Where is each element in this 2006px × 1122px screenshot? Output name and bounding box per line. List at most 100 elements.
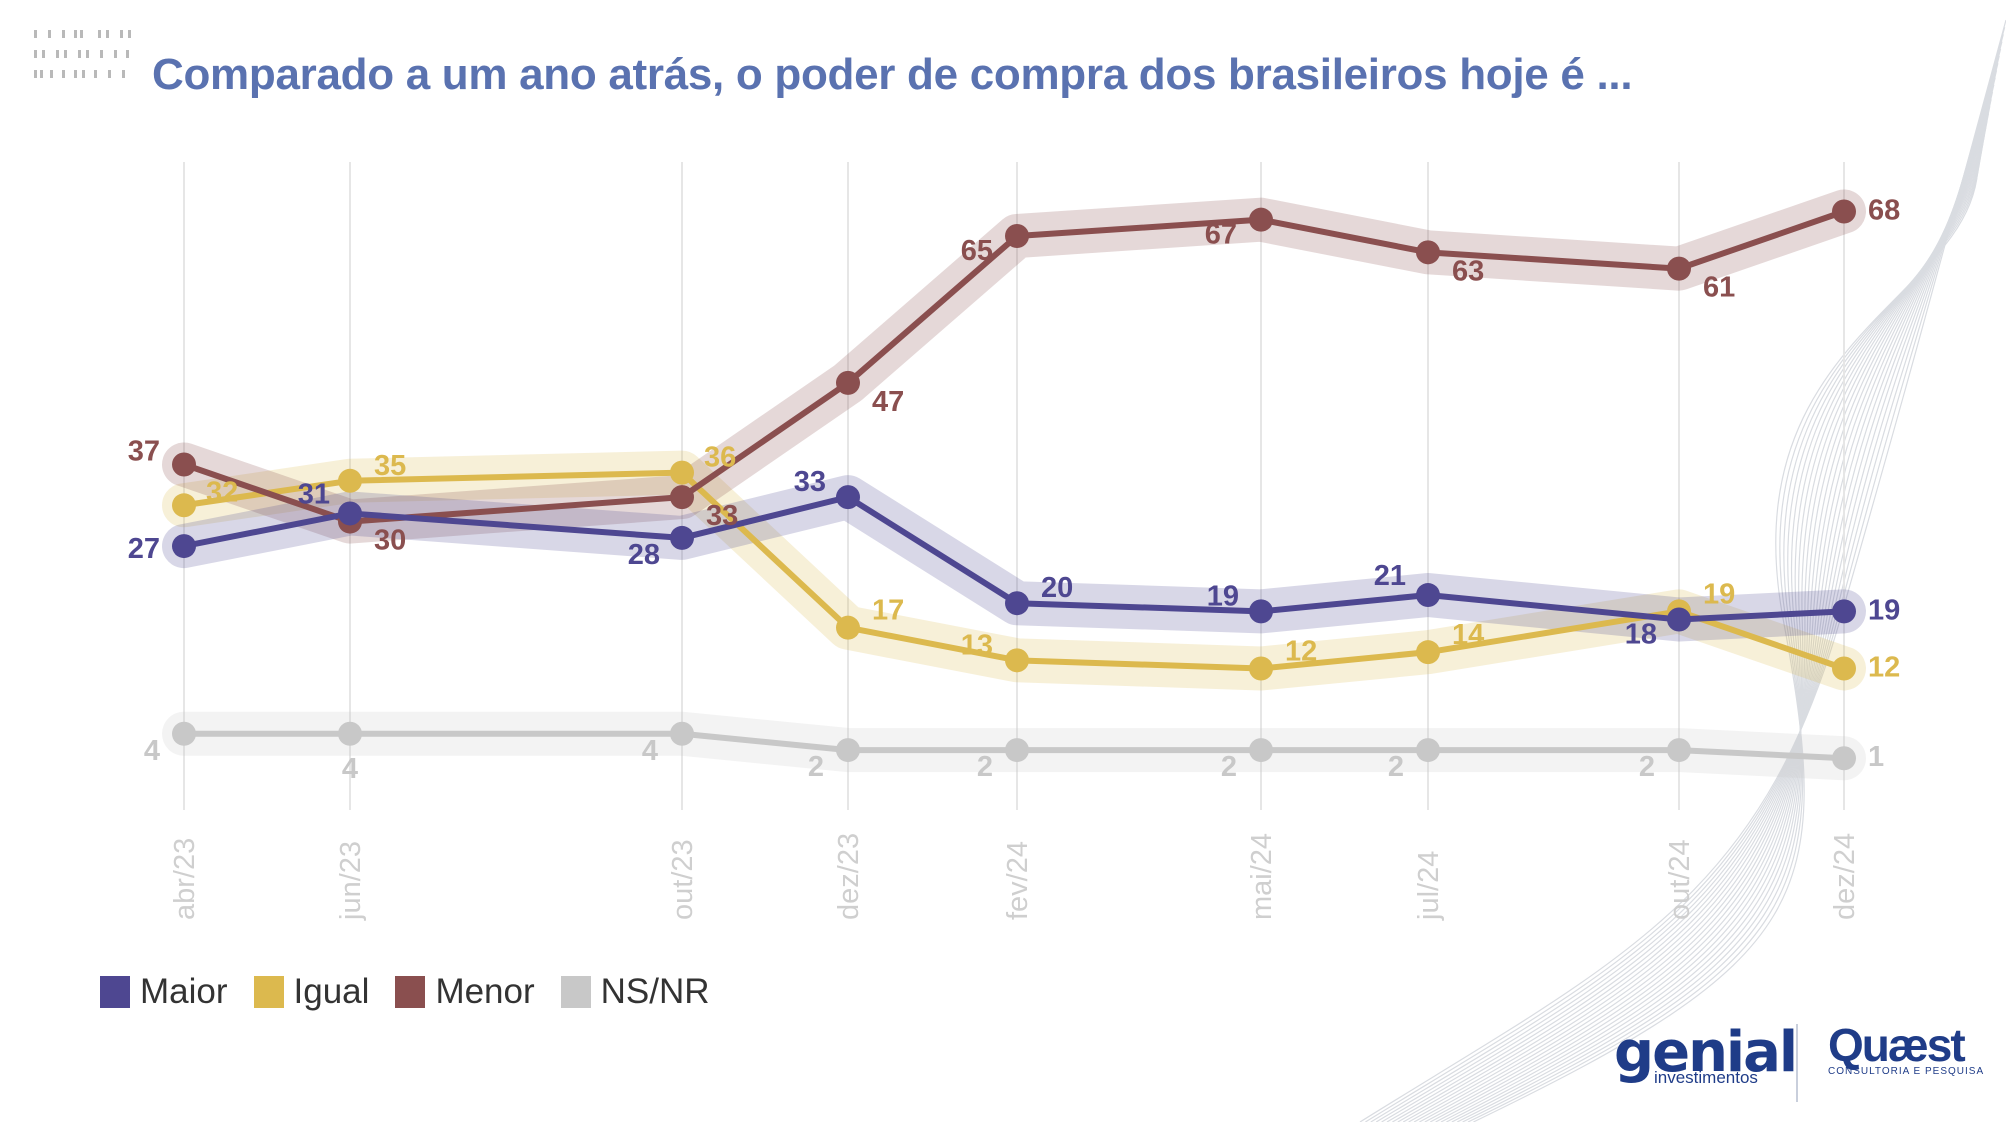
data-label-igual-dez24: 12 bbox=[1868, 651, 1900, 683]
data-label-maior-abr23: 27 bbox=[128, 533, 160, 565]
point-maior-jul24 bbox=[1416, 583, 1440, 608]
confidence-bands bbox=[162, 189, 1866, 781]
data-label-menor-dez24: 68 bbox=[1868, 195, 1900, 227]
data-label-nsnr-mai24: 2 bbox=[1221, 751, 1237, 783]
data-label-maior-dez23: 33 bbox=[794, 466, 826, 498]
genial-logo: genial bbox=[1614, 1020, 1798, 1085]
x-tick-label-dez24: dez/24 bbox=[1829, 833, 1861, 920]
point-nsnr-jun23 bbox=[338, 721, 362, 746]
point-maior-mai24 bbox=[1249, 599, 1273, 624]
data-label-igual-out23: 36 bbox=[704, 442, 736, 474]
legend: Maior Igual Menor NS/NR bbox=[100, 972, 710, 1012]
legend-swatch-maior bbox=[100, 976, 130, 1008]
point-igual-dez24 bbox=[1832, 656, 1856, 681]
data-label-nsnr-jun23: 4 bbox=[342, 753, 358, 785]
x-tick-label-abr23: abr/23 bbox=[169, 838, 201, 920]
point-maior-abr23 bbox=[172, 534, 196, 559]
point-menor-out24 bbox=[1667, 256, 1691, 281]
x-tick-label-fev24: fev/24 bbox=[1002, 841, 1034, 920]
point-nsnr-mai24 bbox=[1249, 738, 1273, 763]
data-label-menor-abr23: 37 bbox=[128, 435, 160, 467]
data-label-maior-jun23: 31 bbox=[298, 478, 330, 510]
point-igual-dez23 bbox=[836, 615, 860, 640]
legend-item-nsnr: NS/NR bbox=[560, 972, 710, 1012]
decorative-dots-icon bbox=[34, 30, 131, 78]
data-label-nsnr-jul24: 2 bbox=[1388, 751, 1404, 783]
data-label-menor-out24: 61 bbox=[1703, 272, 1735, 304]
point-maior-out24 bbox=[1667, 607, 1691, 632]
data-label-nsnr-abr23: 4 bbox=[144, 735, 160, 767]
point-maior-fev24 bbox=[1005, 591, 1029, 616]
legend-swatch-nsnr bbox=[560, 976, 591, 1008]
legend-label-nsnr: NS/NR bbox=[600, 972, 710, 1011]
data-label-maior-out24: 18 bbox=[1625, 619, 1657, 651]
legend-label-menor: Menor bbox=[435, 972, 535, 1011]
decorative-wave-lines bbox=[1359, 19, 2006, 1122]
data-points bbox=[172, 199, 1856, 771]
data-label-igual-abr23: 32 bbox=[206, 476, 238, 508]
data-label-nsnr-dez23: 2 bbox=[808, 751, 824, 783]
point-menor-dez24 bbox=[1832, 199, 1856, 224]
data-label-menor-mai24: 67 bbox=[1205, 219, 1237, 251]
point-igual-mai24 bbox=[1249, 656, 1273, 681]
point-menor-mai24 bbox=[1249, 207, 1273, 232]
x-tick-label-out23: out/23 bbox=[667, 839, 699, 920]
point-menor-abr23 bbox=[172, 452, 196, 477]
data-label-maior-jul24: 21 bbox=[1374, 560, 1406, 592]
data-label-igual-jun23: 35 bbox=[374, 450, 406, 482]
legend-swatch-menor bbox=[395, 976, 426, 1008]
data-label-igual-jul24: 14 bbox=[1452, 619, 1484, 651]
point-maior-dez23 bbox=[836, 485, 860, 510]
data-label-menor-out23: 33 bbox=[706, 500, 738, 532]
logo-divider bbox=[1796, 1024, 1798, 1102]
brand-logos: genial investimentos Quæst CONSULTORIA E… bbox=[1610, 1019, 1990, 1110]
genial-logo-subtitle: investimentos bbox=[1654, 1068, 1758, 1087]
quaest-logo-subtitle: CONSULTORIA E PESQUISA bbox=[1828, 1066, 1985, 1077]
point-nsnr-jul24 bbox=[1416, 738, 1440, 763]
data-label-igual-fev24: 13 bbox=[961, 629, 993, 661]
data-label-maior-out23: 28 bbox=[628, 539, 660, 571]
point-nsnr-abr23 bbox=[172, 721, 196, 746]
point-igual-jul24 bbox=[1416, 640, 1440, 665]
data-label-igual-out24: 19 bbox=[1703, 578, 1735, 610]
data-label-igual-dez23: 17 bbox=[872, 595, 904, 627]
legend-label-igual: Igual bbox=[293, 972, 370, 1011]
data-label-menor-jun23: 30 bbox=[374, 525, 406, 557]
data-label-menor-jul24: 63 bbox=[1452, 255, 1484, 287]
x-tick-label-mai24: mai/24 bbox=[1246, 833, 1278, 920]
legend-item-maior: Maior bbox=[100, 972, 228, 1012]
point-nsnr-out23 bbox=[670, 721, 694, 746]
chart-title: Comparado a um ano atrás, o poder de com… bbox=[152, 50, 1633, 99]
data-label-menor-fev24: 65 bbox=[961, 235, 993, 267]
data-label-maior-fev24: 20 bbox=[1041, 572, 1073, 604]
point-nsnr-dez23 bbox=[836, 738, 860, 763]
point-nsnr-dez24 bbox=[1832, 746, 1856, 771]
point-nsnr-fev24 bbox=[1005, 738, 1029, 763]
x-axis-tick-labels: abr/23 jun/23 out/23 dez/23 fev/24 mai/24 jul/… bbox=[169, 833, 1861, 921]
legend-item-igual: Igual bbox=[253, 972, 370, 1012]
x-tick-label-jun23: jun/23 bbox=[335, 841, 367, 921]
legend-item-menor: Menor bbox=[395, 972, 535, 1012]
legend-swatch-igual bbox=[253, 976, 284, 1008]
point-maior-jun23 bbox=[338, 501, 362, 526]
x-tick-label-jul24: jul/24 bbox=[1413, 851, 1445, 921]
data-label-nsnr-dez24: 1 bbox=[1868, 741, 1884, 773]
x-tick-label-dez23: dez/23 bbox=[833, 833, 865, 920]
point-menor-jul24 bbox=[1416, 240, 1440, 265]
data-label-nsnr-out24: 2 bbox=[1639, 751, 1655, 783]
data-label-maior-dez24: 19 bbox=[1868, 594, 1900, 626]
data-label-nsnr-fev24: 2 bbox=[977, 751, 993, 783]
point-igual-jun23 bbox=[338, 468, 362, 493]
point-menor-out23 bbox=[670, 485, 694, 510]
point-igual-fev24 bbox=[1005, 648, 1029, 673]
legend-label-maior: Maior bbox=[140, 972, 228, 1011]
point-menor-fev24 bbox=[1005, 224, 1029, 248]
x-tick-label-out24: out/24 bbox=[1664, 839, 1696, 920]
point-igual-out23 bbox=[670, 460, 694, 485]
point-nsnr-out24 bbox=[1667, 738, 1691, 763]
quaest-logo: Quæst bbox=[1828, 1019, 1966, 1071]
data-label-maior-mai24: 19 bbox=[1207, 580, 1239, 612]
data-label-igual-mai24: 12 bbox=[1285, 635, 1317, 667]
